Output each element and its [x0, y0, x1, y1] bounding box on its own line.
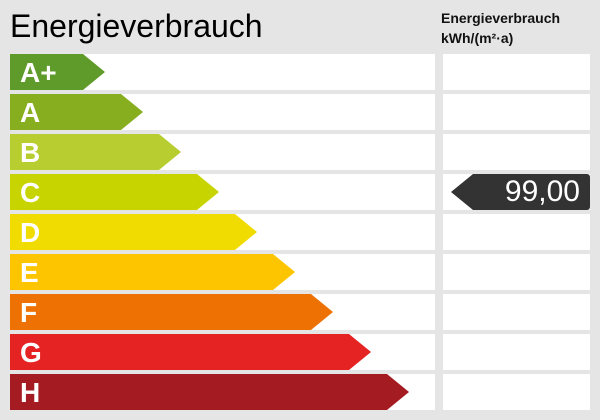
value-indicator: 99,00: [451, 174, 590, 210]
bar-cell: B: [10, 134, 435, 170]
bar-cell: A+: [10, 54, 435, 90]
class-label: E: [20, 257, 39, 288]
class-label: H: [20, 377, 41, 408]
header-line-1: Energieverbrauch: [441, 10, 561, 26]
class-label: D: [20, 217, 41, 248]
class-label: B: [20, 137, 41, 168]
class-arrow: E: [10, 254, 295, 290]
class-arrow: F: [10, 294, 333, 330]
value-cell: [443, 374, 590, 410]
class-arrow: A+: [10, 54, 105, 90]
energy-class-row: A: [10, 94, 590, 130]
energy-class-row: E: [10, 254, 590, 290]
bar-cell: E: [10, 254, 435, 290]
class-arrow: C: [10, 174, 219, 210]
value-cell: [443, 294, 590, 330]
class-label: G: [20, 337, 42, 368]
class-label: F: [20, 297, 38, 328]
column-header: Energieverbrauch kWh/(m²·a): [441, 8, 560, 48]
energy-class-row: F: [10, 294, 590, 330]
value-cell: [443, 334, 590, 370]
bar-cell: F: [10, 294, 435, 330]
class-arrow: G: [10, 334, 371, 370]
class-arrow: D: [10, 214, 257, 250]
class-label: C: [20, 177, 41, 208]
class-label: A: [20, 97, 41, 128]
consumption-value: 99,00: [504, 175, 580, 208]
value-cell: [443, 134, 590, 170]
energy-class-row: A+: [10, 54, 590, 90]
value-cell: [443, 254, 590, 290]
bar-cell: C: [10, 174, 435, 210]
class-arrow: B: [10, 134, 181, 170]
bar-cell: H: [10, 374, 435, 410]
energy-class-row: D: [10, 214, 590, 250]
energy-class-row: H: [10, 374, 590, 410]
class-label: A+: [20, 57, 57, 88]
bar-cell: D: [10, 214, 435, 250]
page-title: Energieverbrauch: [10, 8, 263, 44]
class-arrow: A: [10, 94, 143, 130]
value-cell: [443, 54, 590, 90]
energy-class-row: G: [10, 334, 590, 370]
value-cell: [443, 214, 590, 250]
energy-class-row: B: [10, 134, 590, 170]
energy-class-row: C 99,00: [10, 174, 590, 210]
value-cell: [443, 94, 590, 130]
bar-cell: A: [10, 94, 435, 130]
value-cell: 99,00: [443, 174, 590, 210]
bar-cell: G: [10, 334, 435, 370]
header-unit: kWh/(m²·a): [441, 30, 514, 46]
class-arrow: H: [10, 374, 409, 410]
